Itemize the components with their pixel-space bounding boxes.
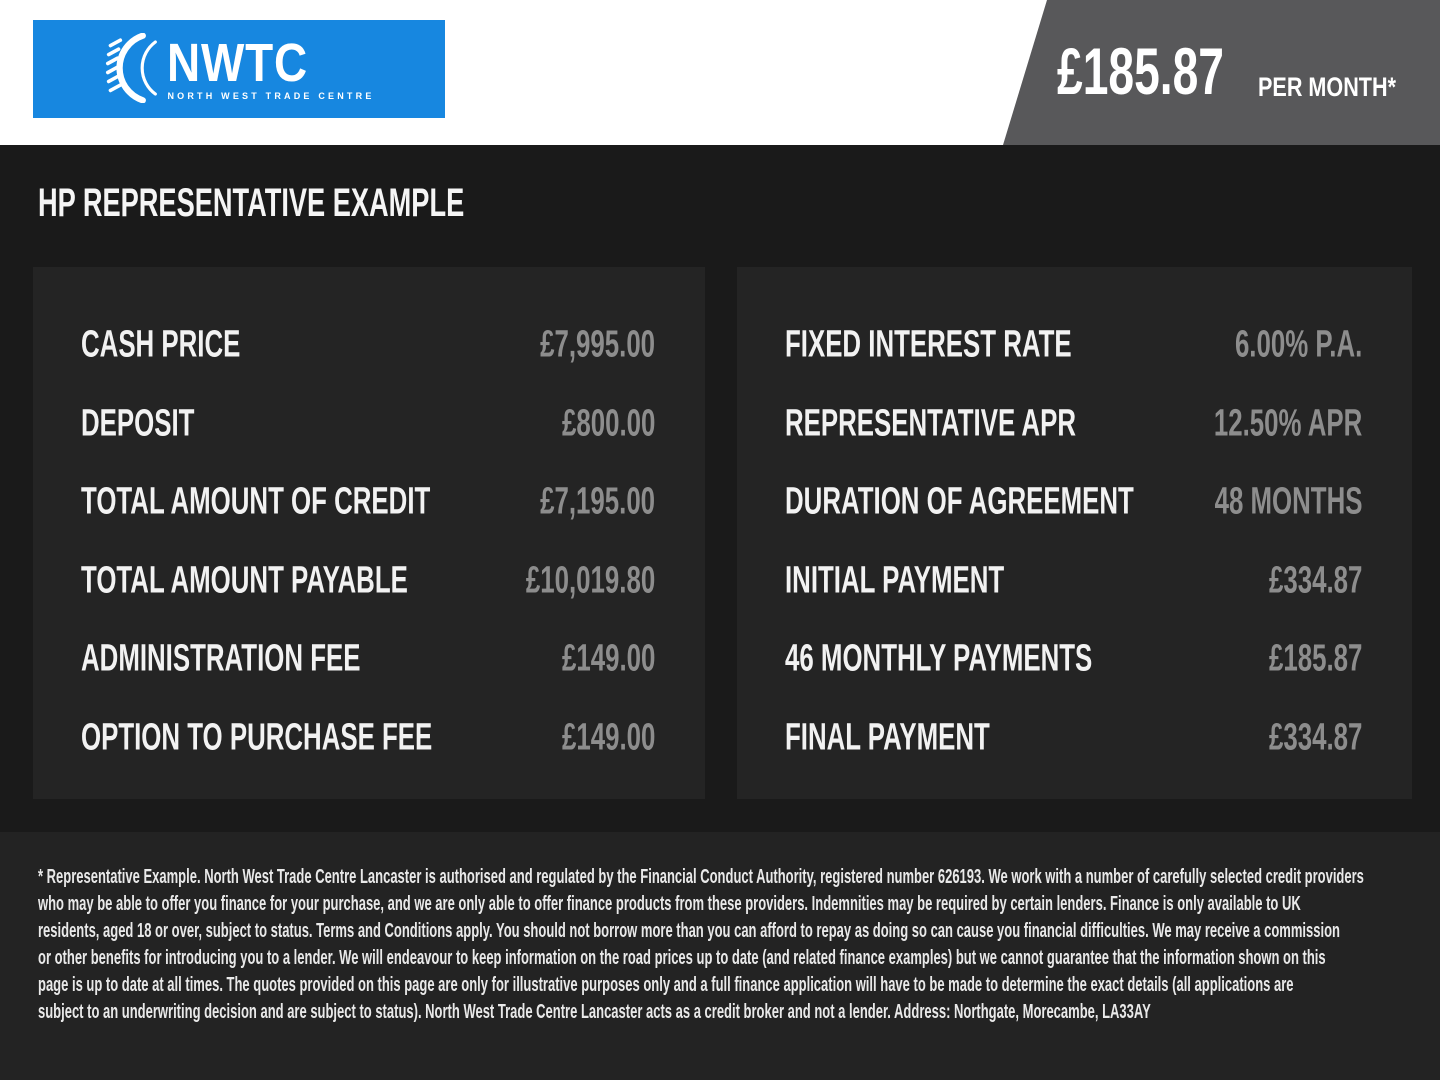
row-option-to-purchase-fee: OPTION TO PURCHASE FEE £149.00	[33, 699, 705, 778]
row-value: £334.87	[1268, 716, 1362, 759]
dealer-logo-inner: NWTC NORTH WEST TRADE CENTRE	[103, 31, 374, 108]
disclaimer-line: residents, aged 18 or over, subject to s…	[38, 920, 1340, 942]
row-label: DEPOSIT	[81, 402, 195, 445]
section-heading: HP REPRESENTATIVE EXAMPLE	[38, 181, 465, 225]
row-value: £7,995.00	[540, 323, 655, 366]
monthly-price-banner: £185.87 PER MONTH*	[1003, 0, 1440, 145]
tire-icon	[103, 32, 161, 108]
disclaimer-line: subject to an underwriting decision and …	[38, 1001, 1151, 1023]
dealer-logo-text: NWTC NORTH WEST TRADE CENTRE	[167, 33, 375, 101]
row-value: £185.87	[1268, 637, 1362, 680]
finance-panel-left: CASH PRICE £7,995.00 DEPOSIT £800.00 TOT…	[33, 267, 705, 799]
row-value: 12.50% APR	[1213, 402, 1362, 445]
row-label: OPTION TO PURCHASE FEE	[81, 716, 433, 759]
row-value: 48 MONTHS	[1214, 480, 1362, 523]
row-value: £334.87	[1268, 559, 1362, 602]
row-value: £7,195.00	[540, 480, 655, 523]
disclaimer-line: or other benefits for introducing you to…	[38, 947, 1326, 969]
dealer-name: NWTC	[167, 33, 309, 93]
row-deposit: DEPOSIT £800.00	[33, 385, 705, 464]
row-administration-fee: ADMINISTRATION FEE £149.00	[33, 620, 705, 699]
row-value: 6.00% P.A.	[1234, 323, 1362, 366]
row-value: £149.00	[561, 716, 655, 759]
row-monthly-payments: 46 MONTHLY PAYMENTS £185.87	[737, 620, 1412, 699]
monthly-price-suffix: PER MONTH*	[1258, 72, 1397, 102]
finance-panel-right: FIXED INTEREST RATE 6.00% P.A. REPRESENT…	[737, 267, 1412, 799]
dealer-logo: NWTC NORTH WEST TRADE CENTRE	[33, 20, 445, 118]
row-value: £10,019.80	[525, 559, 655, 602]
monthly-price-amount: £185.87	[1057, 34, 1225, 108]
row-label: CASH PRICE	[81, 323, 241, 366]
row-label: FINAL PAYMENT	[785, 716, 990, 759]
row-label: TOTAL AMOUNT PAYABLE	[81, 559, 408, 602]
row-cash-price: CASH PRICE £7,995.00	[33, 306, 705, 385]
row-label: INITIAL PAYMENT	[785, 559, 1005, 602]
row-label: 46 MONTHLY PAYMENTS	[785, 637, 1093, 680]
row-label: DURATION OF AGREEMENT	[785, 480, 1134, 523]
row-total-amount-payable: TOTAL AMOUNT PAYABLE £10,019.80	[33, 542, 705, 621]
header-bar: NWTC NORTH WEST TRADE CENTRE £185.87 PER…	[0, 0, 1440, 145]
row-fixed-interest-rate: FIXED INTEREST RATE 6.00% P.A.	[737, 306, 1412, 385]
disclaimer-line: * Representative Example. North West Tra…	[38, 866, 1364, 888]
row-total-amount-of-credit: TOTAL AMOUNT OF CREDIT £7,195.00	[33, 463, 705, 542]
row-final-payment: FINAL PAYMENT £334.87	[737, 699, 1412, 778]
row-label: REPRESENTATIVE APR	[785, 402, 1076, 445]
row-label: ADMINISTRATION FEE	[81, 637, 361, 680]
row-representative-apr: REPRESENTATIVE APR 12.50% APR	[737, 385, 1412, 464]
disclaimer-line: who may be able to offer you finance for…	[38, 893, 1301, 915]
row-value: £149.00	[561, 637, 655, 680]
row-value: £800.00	[561, 402, 655, 445]
row-initial-payment: INITIAL PAYMENT £334.87	[737, 542, 1412, 621]
dealer-subtitle: NORTH WEST TRADE CENTRE	[167, 91, 375, 101]
row-label: FIXED INTEREST RATE	[785, 323, 1072, 366]
row-label: TOTAL AMOUNT OF CREDIT	[81, 480, 431, 523]
finance-example-section: HP REPRESENTATIVE EXAMPLE CASH PRICE £7,…	[0, 145, 1440, 832]
disclaimer-footer: * Representative Example. North West Tra…	[0, 832, 1440, 1080]
disclaimer-line: page is up to date at all times. The quo…	[38, 974, 1294, 996]
row-duration-of-agreement: DURATION OF AGREEMENT 48 MONTHS	[737, 463, 1412, 542]
